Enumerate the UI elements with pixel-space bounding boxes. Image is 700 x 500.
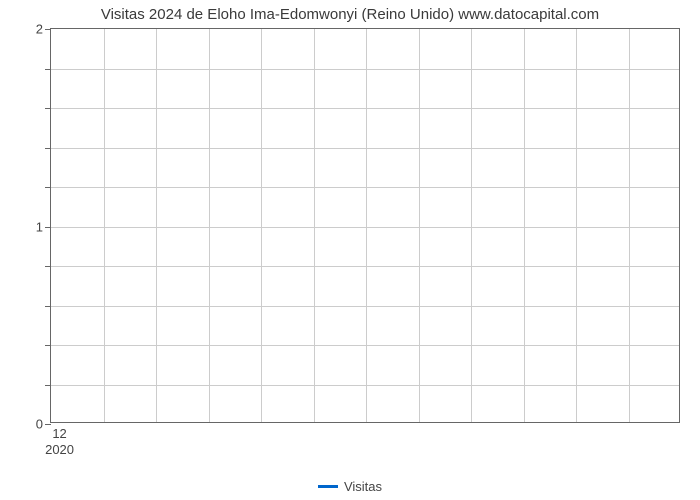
grid-line-horizontal (51, 148, 679, 149)
y-tick-mark (45, 69, 51, 70)
grid-line-vertical (366, 29, 367, 422)
y-tick-mark (45, 187, 51, 188)
grid-line-vertical (524, 29, 525, 422)
grid-line-vertical (471, 29, 472, 422)
grid-line-horizontal (51, 187, 679, 188)
chart-title: Visitas 2024 de Eloho Ima-Edomwonyi (Rei… (0, 6, 700, 23)
grid-line-horizontal (51, 385, 679, 386)
y-tick-mark (45, 266, 51, 267)
grid-line-vertical (261, 29, 262, 422)
x-tick-year: 2020 (45, 422, 74, 457)
legend-swatch (318, 485, 338, 488)
plot-area: 012122020 (50, 28, 680, 423)
grid-line-horizontal (51, 306, 679, 307)
grid-line-vertical (314, 29, 315, 422)
grid-line-vertical (419, 29, 420, 422)
grid-line-horizontal (51, 345, 679, 346)
y-tick-mark (45, 108, 51, 109)
grid-line-vertical (629, 29, 630, 422)
y-tick-mark (45, 385, 51, 386)
grid-line-horizontal (51, 69, 679, 70)
grid-line-horizontal (51, 227, 679, 228)
y-tick-mark (45, 148, 51, 149)
y-tick-mark (45, 345, 51, 346)
legend: Visitas (0, 478, 700, 494)
y-tick-mark (45, 29, 51, 30)
legend-label: Visitas (344, 479, 382, 494)
grid-line-horizontal (51, 266, 679, 267)
grid-line-horizontal (51, 108, 679, 109)
y-tick-mark (45, 306, 51, 307)
y-tick-mark (45, 227, 51, 228)
grid-line-vertical (209, 29, 210, 422)
grid-line-vertical (156, 29, 157, 422)
grid-line-vertical (104, 29, 105, 422)
grid-line-vertical (576, 29, 577, 422)
